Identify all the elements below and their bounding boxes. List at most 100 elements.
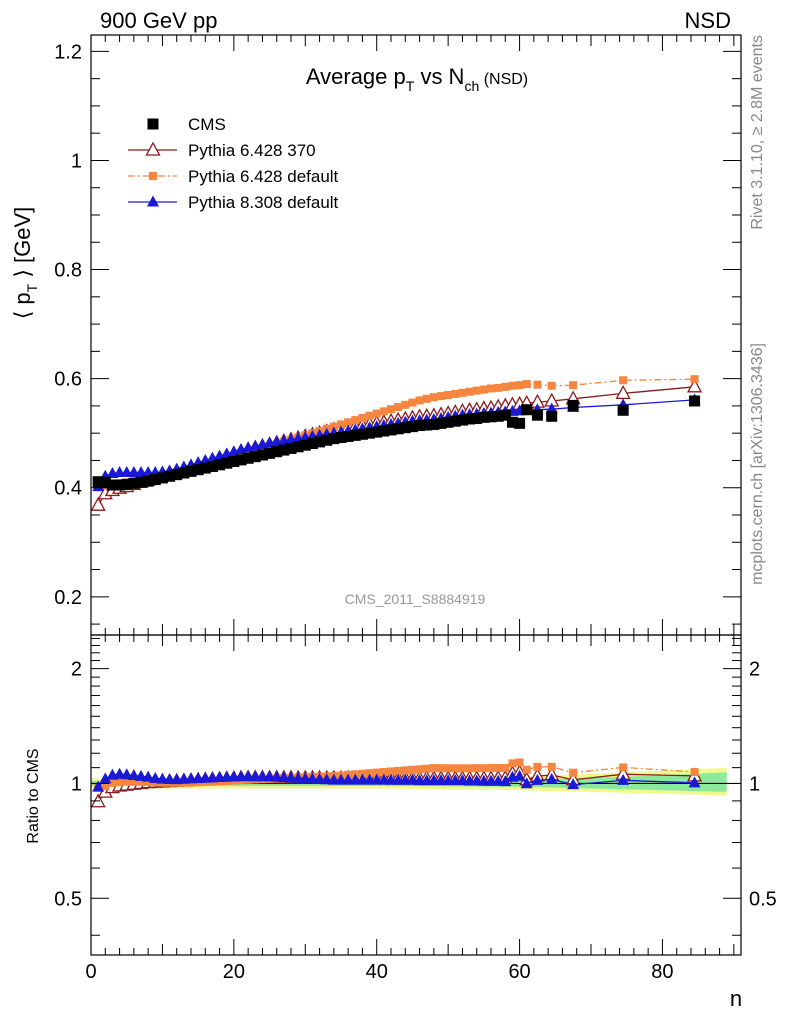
point-cms [421,419,433,431]
point-cms [164,470,176,482]
point-pythia-6-428-default [394,403,403,411]
point-cms [92,476,104,488]
point-pythia-6-428-default [479,385,488,394]
point-cms [471,412,483,424]
point-pythia-6-428-default [337,420,345,429]
point-cms [114,479,126,491]
ratio-point-pythia-6-428-default [465,764,474,773]
point-cms [414,420,426,432]
point-pythia-6-428-default [487,384,495,393]
point-cms [449,415,461,427]
point-pythia-6-428-default [494,383,503,392]
point-cms [299,439,311,451]
ratio-point-pythia-6-428-default [422,764,431,773]
x-tick-label: 40 [366,961,388,983]
point-pythia-6-428-default [429,393,438,402]
point-cms [392,423,404,435]
y-tick-label: 0.6 [54,369,82,391]
ratio-point-pythia-8-308-default [127,769,140,781]
x-tick-label: 20 [223,961,245,983]
ratio-point-pythia-6-428-default [501,764,510,773]
ratio-series-pythia-8-308-default [92,767,701,792]
title-sub-b: ch [464,78,479,94]
legend: CMS Pythia 6.428 370 Pythia 6.428 default P… [128,115,339,212]
ratio-point-pythia-8-308-default [135,769,147,781]
point-cms [221,457,233,469]
point-pythia-6-428-default [444,391,453,399]
ratio-point-pythia-8-308-default [499,775,512,787]
point-pythia-6-428-default [522,380,531,389]
ratio-plot-series [90,758,703,808]
point-pythia-6-428-default [401,400,410,409]
point-pythia-6-428-default [690,375,699,384]
ylabel-sub: T [24,283,40,292]
ylabel-part-a: ⟨ p [10,292,35,319]
point-cms [278,444,290,456]
point-cms [349,429,361,441]
y-tick-label: 1.2 [54,41,82,63]
ratio-point-pythia-8-308-default [142,770,155,782]
point-cms [406,421,418,433]
point-cms [478,411,490,423]
legend-label-pythia-8-308-default: Pythia 8.308 default [188,193,339,212]
point-cms [185,465,197,477]
point-pythia-6-428-default [501,382,510,391]
ratio-point-pythia-8-308-default [688,776,701,788]
point-cms [206,460,218,472]
point-cms [214,459,226,471]
point-cms [546,410,558,422]
point-cms [99,476,111,488]
point-cms [142,475,154,487]
point-cms [292,441,304,453]
point-pythia-6-428-default [408,398,417,407]
point-pythia-6-428-default [569,381,578,390]
point-cms [314,436,326,448]
ratio-point-pythia-6-428-default [619,763,628,772]
point-cms [106,479,118,491]
main-y-axis-label: ⟨ pT ⟩ [GeV] [10,207,40,320]
point-pythia-6-428-default [379,407,388,416]
point-pythia-6-428-default [351,416,360,425]
ratio-point-pythia-6-428-default [487,763,495,772]
ratio-point-pythia-8-308-default [92,780,105,792]
ratio-point-pythia-8-308-default [149,771,162,783]
analysis-id-label: CMS_2011_S8884919 [345,591,486,607]
point-cms [156,472,168,484]
point-cms [128,477,140,489]
x-tick-label: 0 [85,961,96,983]
point-cms [371,426,383,438]
ratio-point-pythia-6-428-default [547,762,556,771]
point-cms [689,395,701,407]
point-pythia-6-428-default [437,392,445,401]
ratio-y-tick-label-right: 1 [749,773,760,795]
ratio-point-pythia-6-428-default [401,766,410,775]
point-cms [178,467,190,479]
point-pythia-6-428-default [533,380,542,389]
legend-item-pythia-6-428-370: Pythia 6.428 370 [128,141,316,160]
plot-axes: 0 20 40 60 80 0.2 0.4 0.6 0.8 1 1.2 0.5 0.5 1 1 2 2 [54,34,777,983]
point-pythia-6-428-default [547,381,556,390]
point-cms [264,447,276,459]
y-tick-label: 0.2 [54,587,82,609]
point-cms [356,428,368,440]
point-cms [271,446,283,458]
mcplots-label: mcplots.cern.ch [arXiv:1306.3436] [749,343,766,585]
title-part-c: (NSD) [479,71,528,88]
point-pythia-6-428-default [422,394,431,403]
point-pythia-6-428-default [451,389,460,398]
point-cms [521,404,533,416]
point-cms [121,478,133,490]
legend-item-pythia-8-308-default: Pythia 8.308 default [128,193,339,212]
point-pythia-6-428-default [515,381,524,390]
main-plot-title: Average pT vs Nch (NSD) [306,64,528,94]
header-right: NSD [685,8,731,33]
ratio-point-pythia-6-428-default [508,759,517,768]
title-sub-a: T [406,78,415,94]
x-tick-label: 60 [508,961,530,983]
legend-label-pythia-6-428-default: Pythia 6.428 default [188,167,339,186]
legend-label-pythia-6-428-370: Pythia 6.428 370 [188,141,316,160]
point-cms [242,452,254,464]
y-tick-label: 1 [71,150,82,172]
ratio-point-pythia-6-428-default [122,777,131,786]
